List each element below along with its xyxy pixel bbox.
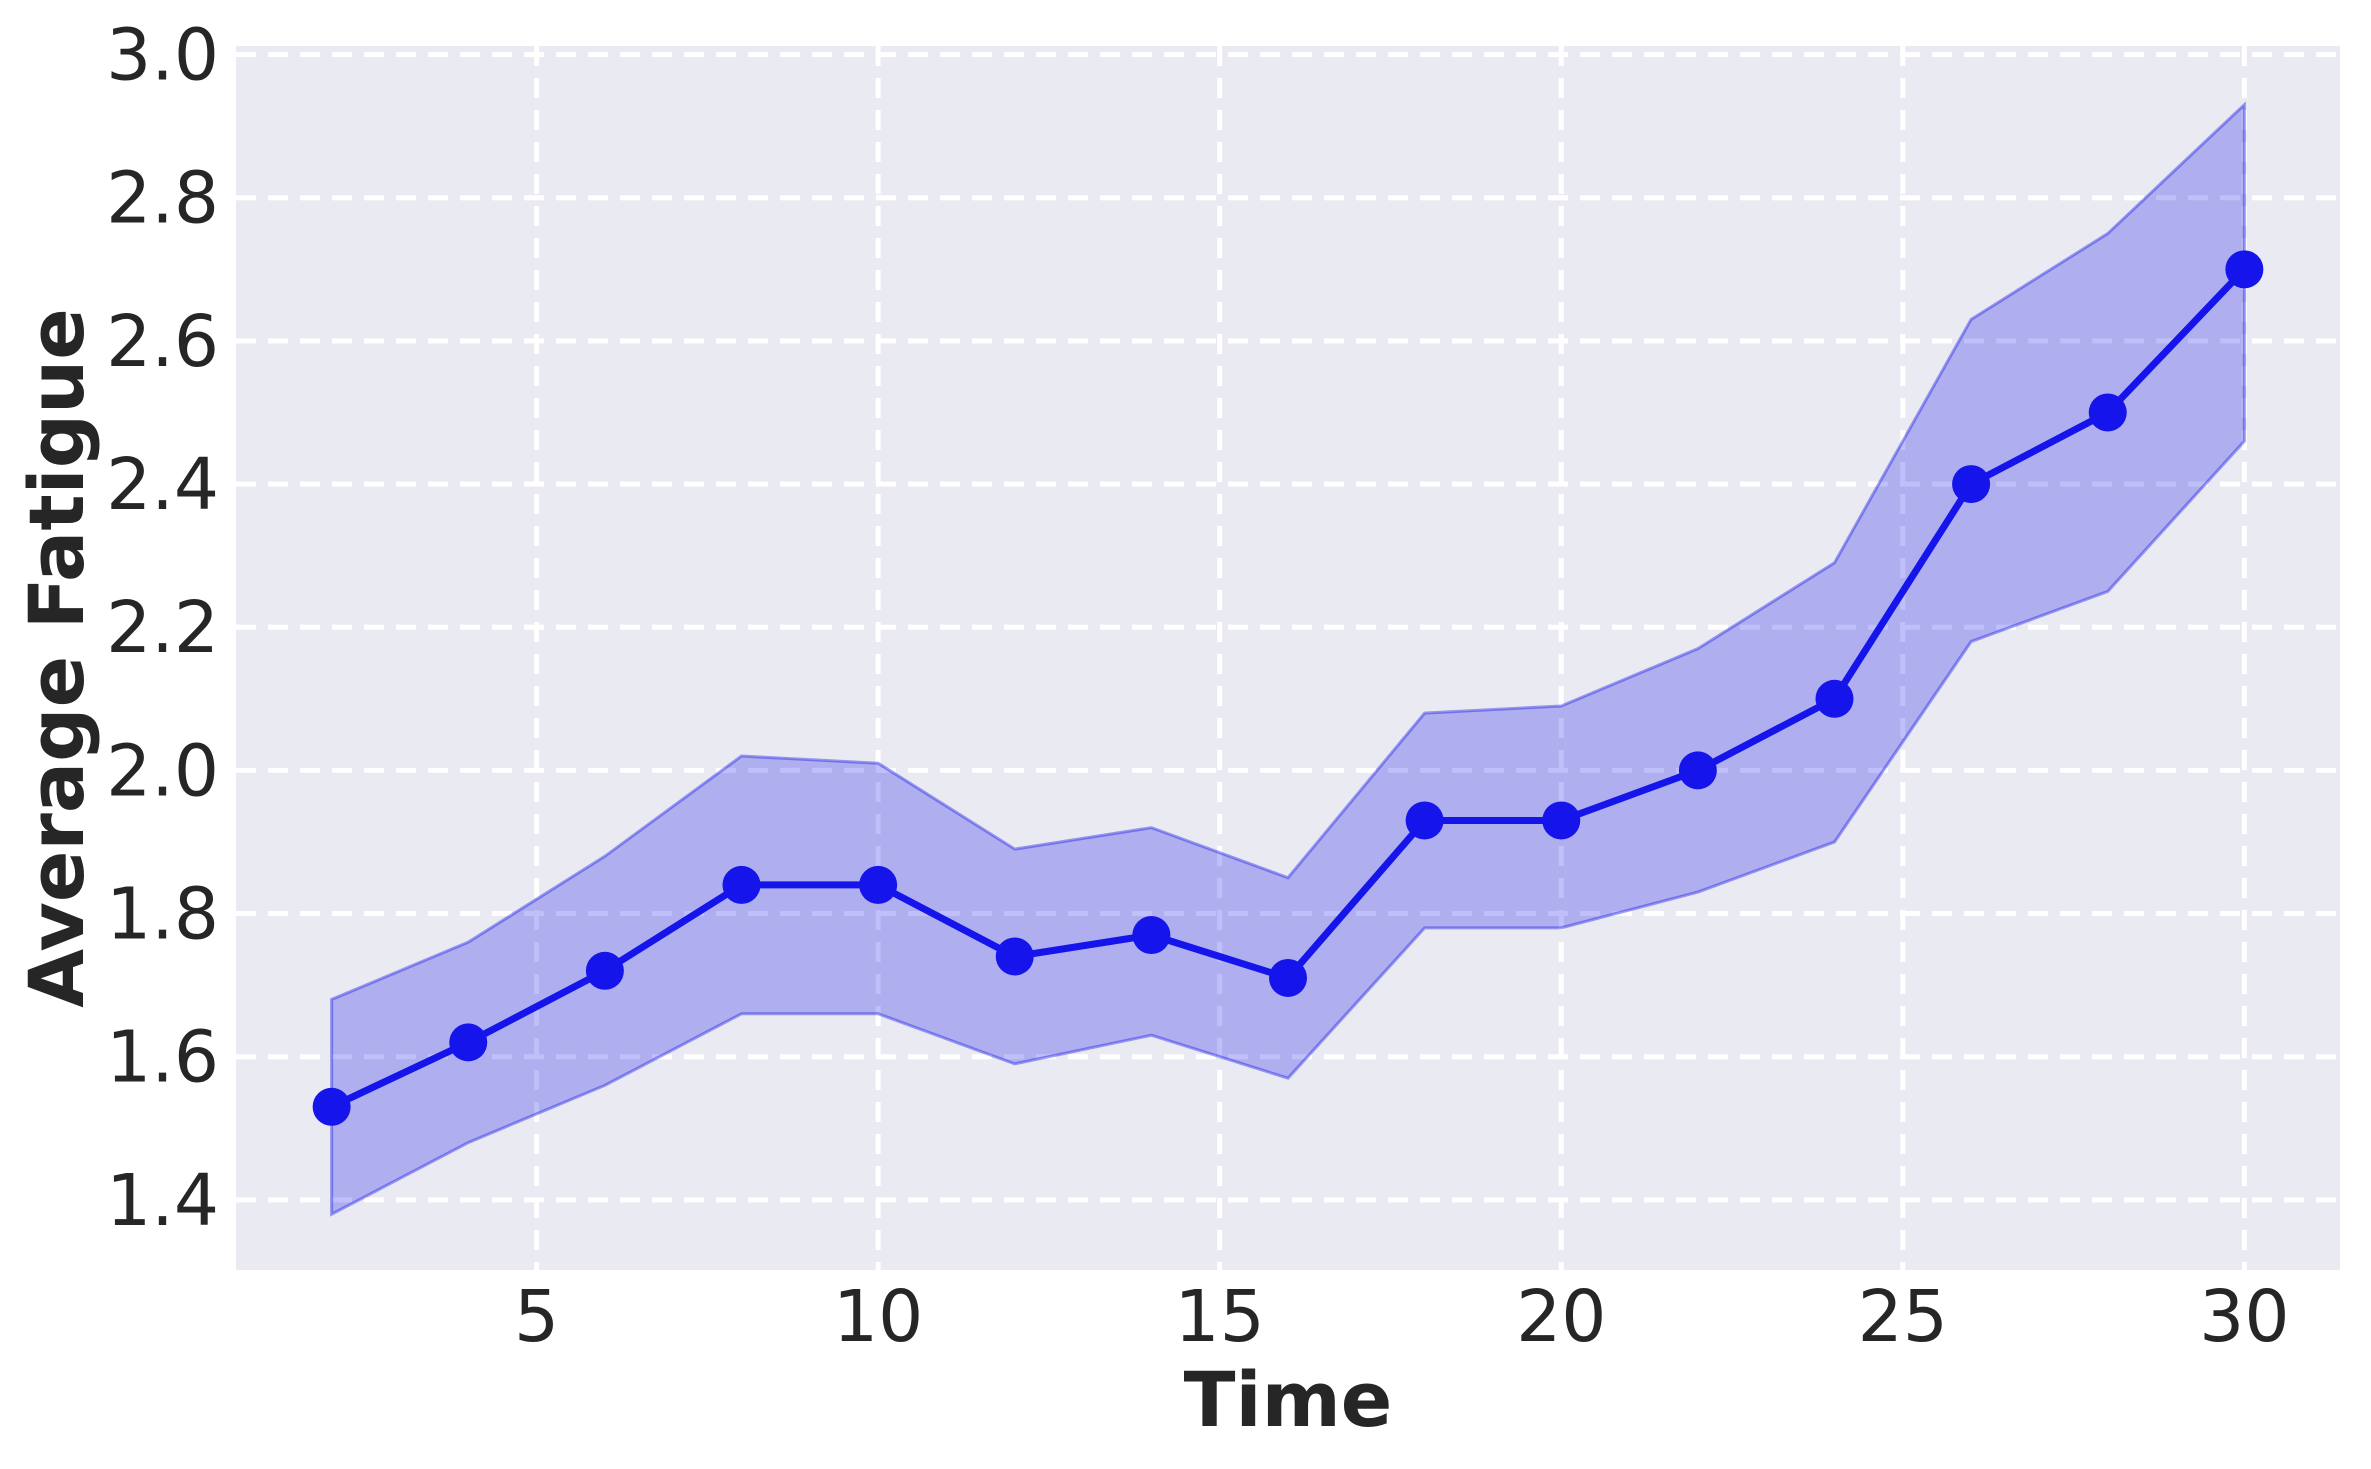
data-point-marker xyxy=(312,1087,351,1126)
data-point-marker xyxy=(1269,958,1307,997)
x-tick-label: 10 xyxy=(833,1275,923,1358)
data-point-marker xyxy=(1542,801,1581,840)
data-point-marker xyxy=(585,951,624,990)
data-point-marker xyxy=(2225,250,2264,289)
y-tick-label: 2.2 xyxy=(106,586,219,669)
data-point-marker xyxy=(449,1023,488,1062)
y-tick-label: 2.0 xyxy=(106,729,219,812)
data-point-marker xyxy=(1952,465,1991,504)
x-tick-label: 20 xyxy=(1516,1275,1606,1358)
x-tick-label: 25 xyxy=(1858,1275,1948,1358)
x-tick-label: 5 xyxy=(514,1275,559,1358)
data-point-marker xyxy=(1678,751,1717,790)
plot-area xyxy=(236,46,2340,1270)
y-tick-label: 2.4 xyxy=(106,443,219,526)
data-point-marker xyxy=(722,865,761,904)
data-point-marker xyxy=(1405,801,1444,840)
x-tick-label: 15 xyxy=(1175,1275,1265,1358)
y-tick-label: 1.6 xyxy=(106,1016,219,1099)
data-point-marker xyxy=(859,865,898,904)
y-axis-title: Average Fatigue xyxy=(12,308,101,1008)
data-point-marker xyxy=(2088,393,2127,432)
y-tick-label: 2.8 xyxy=(106,157,219,240)
x-axis-title: Time xyxy=(1183,1355,1393,1444)
y-tick-label: 1.4 xyxy=(106,1159,219,1242)
x-tick-label: 30 xyxy=(2199,1275,2289,1358)
confidence-band xyxy=(330,101,2246,1217)
data-point-marker xyxy=(1132,916,1171,955)
data-point-marker xyxy=(1815,679,1854,718)
y-tick-label: 2.6 xyxy=(106,300,219,383)
y-tick-label: 1.8 xyxy=(106,873,219,956)
data-point-marker xyxy=(995,937,1034,976)
y-tick-label: 3.0 xyxy=(106,14,219,97)
